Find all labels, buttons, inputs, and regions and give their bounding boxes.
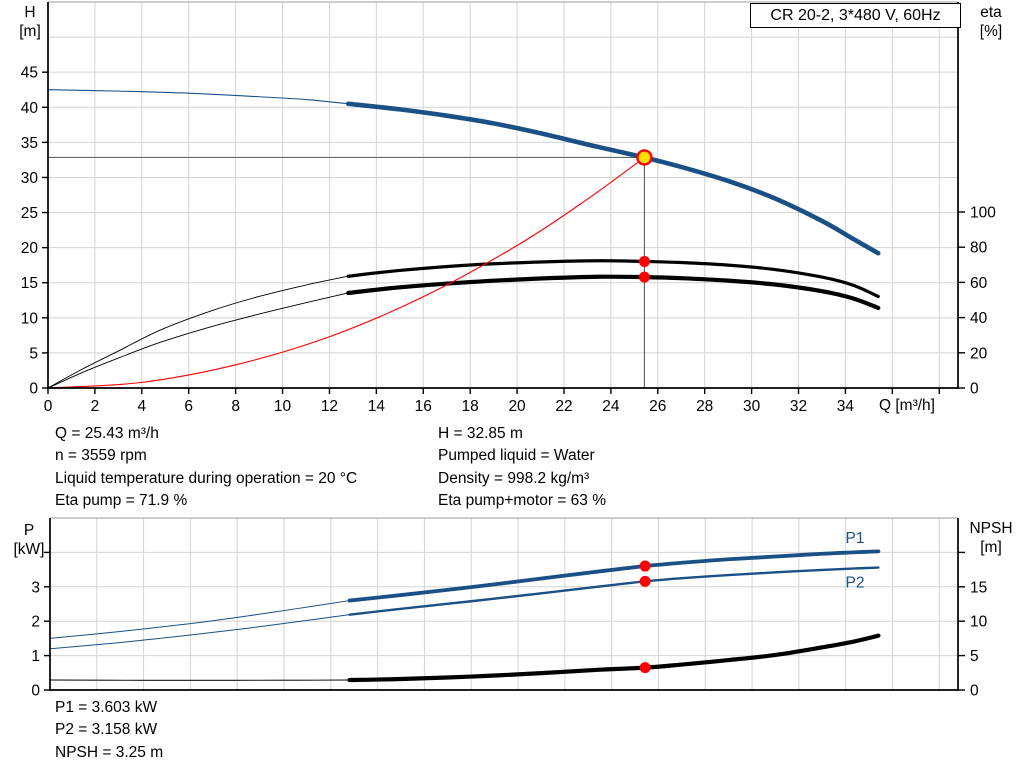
y-right-tick-label: 10 — [970, 614, 988, 631]
eta-pump-dot — [638, 255, 650, 267]
y-left-tick-label: 15 — [21, 275, 38, 292]
liquid-temperature-readout: Liquid temperature during operation = 20… — [55, 469, 358, 487]
npsh-curve — [347, 633, 881, 683]
eta-pump-curve — [346, 259, 880, 299]
x-tick-label: 20 — [508, 398, 526, 415]
x-tick-label: 8 — [231, 398, 240, 415]
pumped-liquid-readout: Pumped liquid = Water — [438, 447, 595, 465]
npsh-axis-label: NPSH [m] — [969, 520, 1013, 556]
x-tick-label: 34 — [837, 398, 855, 415]
head-axis-label: H [m] — [19, 4, 41, 40]
y-right-tick-label: 40 — [970, 310, 988, 327]
y-left-tick-label: 0 — [29, 381, 38, 398]
y-left-tick-label: 30 — [21, 170, 39, 187]
x-tick-label: 28 — [696, 398, 713, 415]
x-tick-label: 24 — [602, 398, 620, 415]
x-tick-label: 10 — [274, 398, 292, 415]
y-left-tick-label: 25 — [21, 205, 38, 222]
npsh-dot — [639, 662, 651, 674]
x-tick-label: 26 — [649, 398, 666, 415]
y-right-tick-label: 60 — [970, 275, 988, 292]
y-left-tick-label: 35 — [21, 135, 38, 152]
flow-axis-label: Q [m³/h] — [879, 397, 935, 414]
power-info-block: P1 = 3.603 kW P2 = 3.158 kW NPSH = 3.25 … — [55, 697, 163, 764]
speed-readout: n = 3559 rpm — [55, 447, 147, 465]
x-tick-label: 18 — [462, 398, 479, 415]
pump-model-box: CR 20-2, 3*480 V, 60Hz — [750, 3, 961, 28]
eta-pump-motor-readout: Eta pump+motor = 63 % — [438, 491, 607, 509]
system-curve — [47, 156, 645, 389]
x-tick-label: 2 — [91, 398, 100, 415]
power-axis-label: P [kW] — [13, 522, 45, 558]
duty-info-left: Q = 25.43 m³/h n = 3559 rpm Liquid tempe… — [55, 423, 357, 512]
p1-dot — [639, 560, 651, 572]
y-left-tick-label: 0 — [31, 683, 40, 700]
x-tick-label: 6 — [184, 398, 193, 415]
y-left-tick-label: 5 — [29, 345, 38, 362]
y-left-tick-label: 45 — [21, 65, 38, 82]
p1-curve-preview — [49, 600, 351, 639]
y-right-tick-label: 100 — [970, 204, 996, 221]
x-tick-label: 12 — [321, 398, 338, 415]
eta-pump-curve-preview — [47, 275, 349, 389]
x-tick-label: 14 — [368, 398, 386, 415]
p1-curve — [347, 549, 881, 603]
x-tick-label: 22 — [555, 398, 572, 415]
y-left-tick-label: 20 — [21, 240, 39, 257]
y-right-tick-label: 15 — [970, 579, 987, 596]
y-left-tick-label: 40 — [21, 100, 39, 117]
eta-pump-readout: Eta pump = 71.9 % — [55, 491, 188, 509]
flow-readout: Q = 25.43 m³/h — [55, 425, 159, 442]
p1-curve-label: P1 — [846, 530, 865, 547]
duty-point-marker[interactable] — [636, 149, 653, 166]
eta-pump-motor-curve-preview — [47, 292, 349, 389]
y-right-tick-label: 20 — [970, 345, 988, 362]
y-right-tick-label: 80 — [970, 240, 988, 257]
hq-curve-preview — [47, 89, 349, 105]
p2-curve-preview — [49, 614, 351, 650]
p2-readout: P2 = 3.158 kW — [55, 721, 158, 739]
npsh-readout: NPSH = 3.25 m — [55, 743, 164, 761]
eta-axis-label: eta [%] — [979, 4, 1003, 40]
eta-pump-motor-dot — [638, 271, 650, 283]
p2-curve-label: P2 — [846, 575, 865, 592]
y-right-tick-label: 0 — [970, 381, 979, 398]
x-tick-label: 30 — [743, 398, 761, 415]
p1-readout: P1 = 3.603 kW — [55, 699, 158, 716]
duty-info-right: H = 32.85 m Pumped liquid = Water Densit… — [438, 423, 606, 512]
p2-dot — [639, 575, 651, 587]
x-tick-label: 16 — [415, 398, 432, 415]
x-tick-label: 0 — [44, 398, 53, 415]
y-left-tick-label: 10 — [21, 310, 39, 327]
y-left-tick-label: 3 — [31, 579, 40, 596]
y-right-tick-label: 0 — [970, 683, 979, 700]
head-readout: H = 32.85 m — [438, 425, 523, 442]
x-tick-label: 32 — [790, 398, 807, 415]
x-tick-label: 4 — [138, 398, 147, 415]
eta-pump-motor-curve — [346, 274, 881, 311]
y-right-tick-label: 5 — [970, 648, 979, 665]
y-left-tick-label: 2 — [31, 614, 40, 631]
density-readout: Density = 998.2 kg/m³ — [438, 469, 590, 487]
y-left-tick-label: 1 — [31, 648, 40, 665]
pump-model-label: CR 20-2, 3*480 V, 60Hz — [770, 6, 941, 24]
p2-curve — [348, 566, 880, 616]
